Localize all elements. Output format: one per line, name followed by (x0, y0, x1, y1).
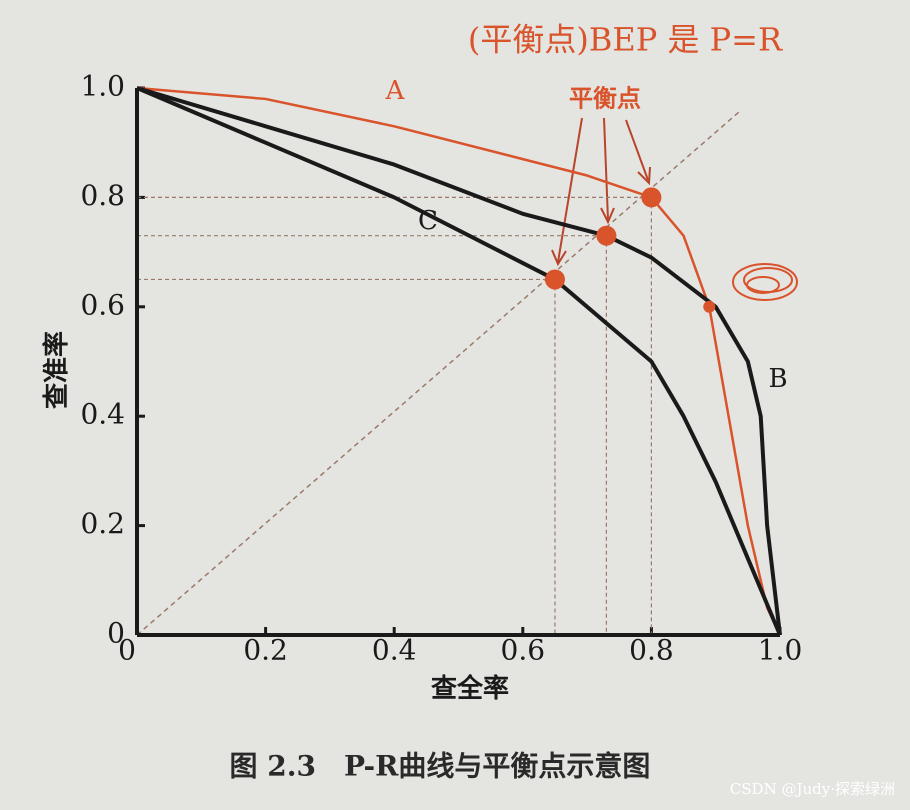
diagonal (136, 109, 742, 636)
arrow (625, 119, 649, 181)
y-tick-label: 0.2 (80, 507, 125, 540)
x-tick-label: 0.6 (501, 634, 546, 667)
series-line (136, 86, 782, 636)
x-tick-label: 0 (118, 634, 136, 667)
x-axis-label: 查全率 (431, 673, 509, 704)
x-tick-label: 1.0 (758, 634, 803, 667)
series-label: B (768, 364, 787, 394)
arrow-head (637, 166, 651, 186)
break-even-point (703, 300, 716, 313)
watermark: CSDN @Judy·探索绿洲 (730, 780, 895, 798)
arrow (600, 207, 615, 225)
y-tick-label: 0.8 (80, 179, 125, 212)
x-tick-label: 0.8 (629, 634, 674, 667)
break-even-point (641, 187, 662, 208)
series-line (136, 86, 782, 636)
arrow-head (551, 249, 567, 267)
y-tick-label: 0.6 (80, 288, 125, 321)
annotation: 平衡点 (569, 84, 641, 113)
y-tick-label: 1.0 (80, 70, 125, 103)
break-even-point (596, 225, 617, 246)
annotation-arrows (551, 117, 651, 267)
x-tick-label: 0.2 (243, 634, 288, 667)
series-label: C (418, 206, 438, 236)
scribble (732, 263, 798, 301)
caption: 图 2.3 P-R曲线与平衡点示意图 (230, 750, 651, 783)
break-even-point (544, 269, 565, 290)
arrow (603, 117, 609, 221)
y-tick-label: 0 (107, 617, 125, 650)
x-tick-label: 0.4 (372, 634, 417, 667)
handwritten-note: (平衡点)BEP 是 P=R (468, 21, 783, 59)
y-tick-label: 0.4 (80, 398, 125, 431)
arrow (557, 117, 583, 263)
y-axis-label: 查准率 (41, 331, 72, 409)
series-line (136, 86, 782, 636)
series-label: A (385, 76, 406, 106)
